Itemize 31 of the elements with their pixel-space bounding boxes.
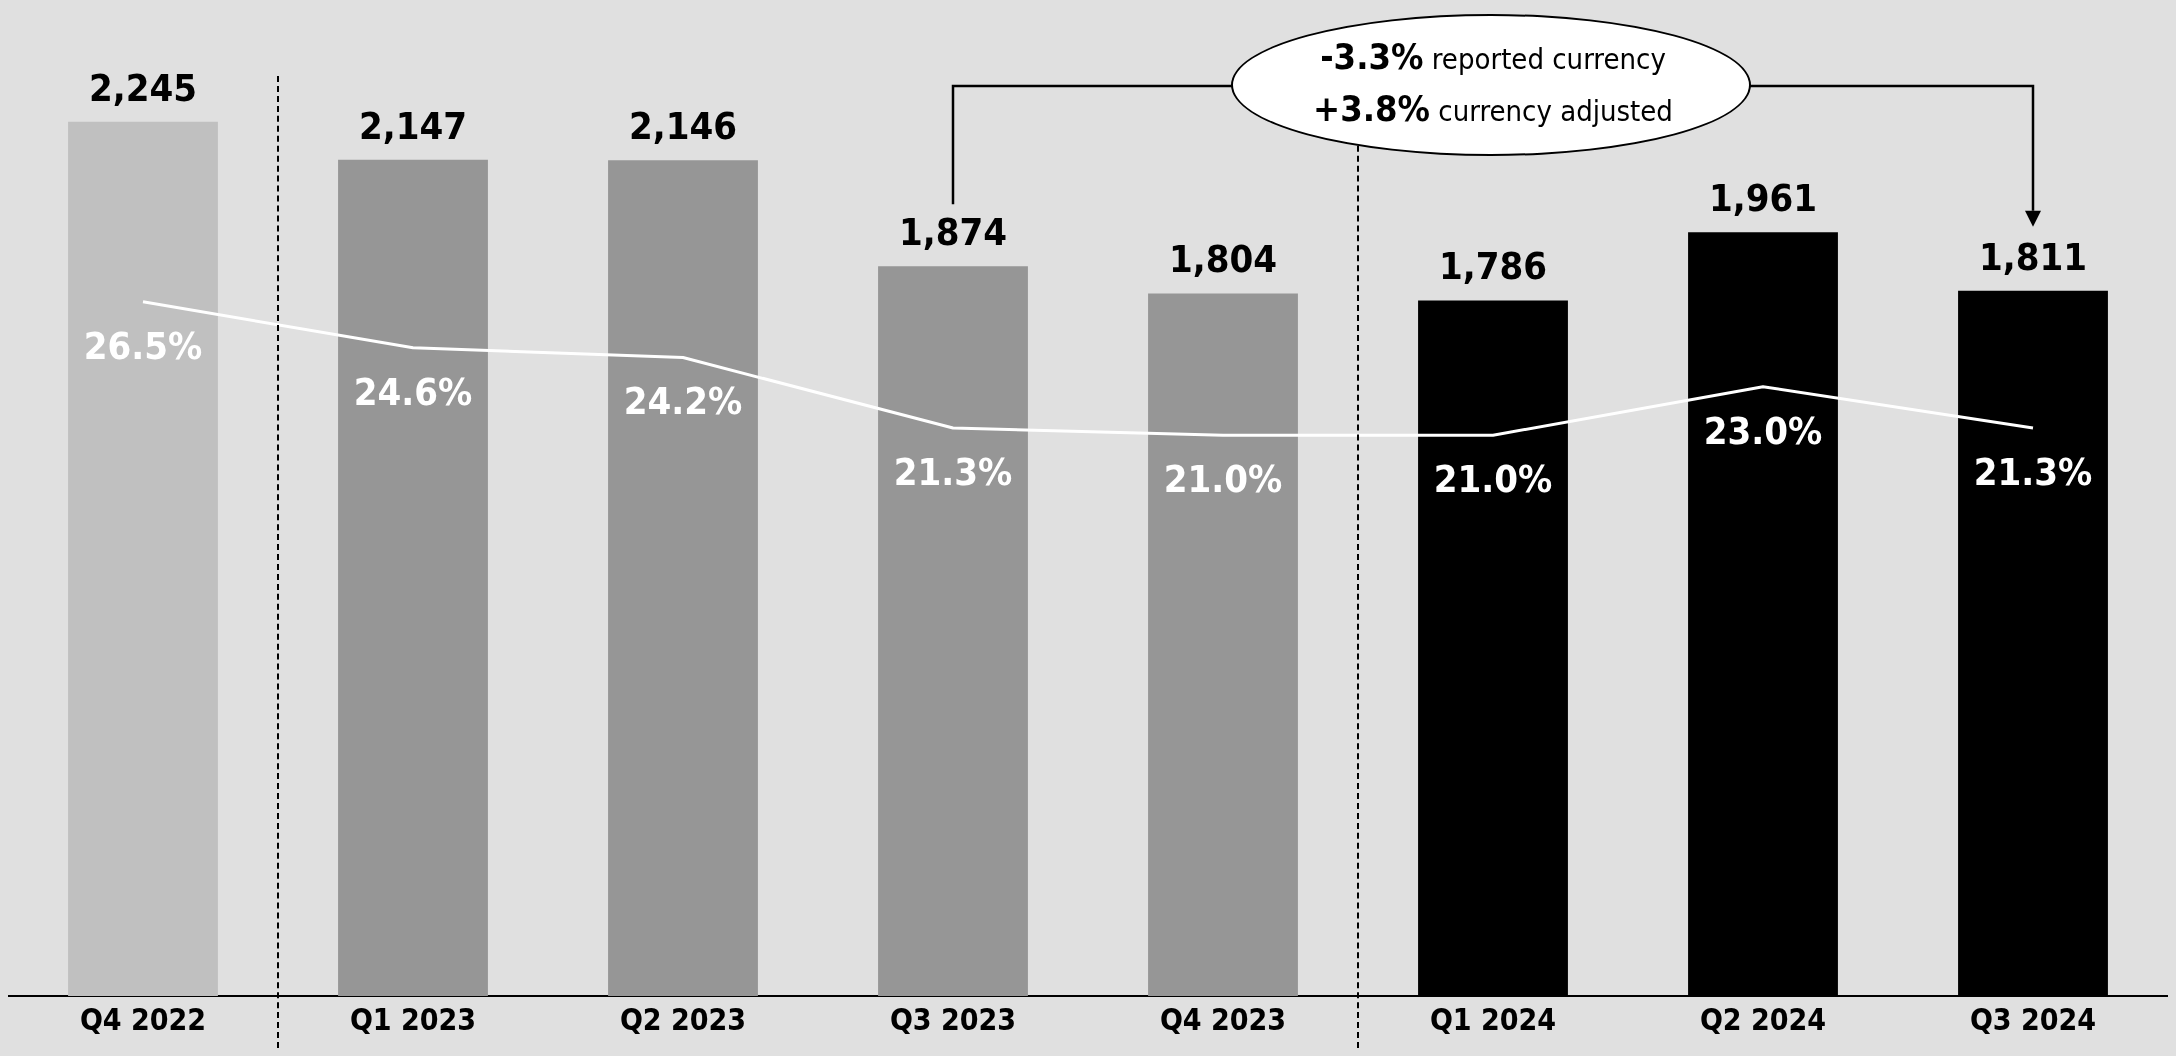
bar [1148, 293, 1298, 996]
x-tick-label: Q4 2023 [1159, 1001, 1287, 1037]
data-label: 1,786 [1438, 244, 1548, 289]
data-label: 21.0% [1433, 457, 1553, 502]
bar [68, 121, 218, 996]
data-label: 24.2% [623, 379, 743, 424]
x-tick-label: Q1 2024 [1429, 1001, 1557, 1037]
x-tick-label: Q2 2023 [619, 1001, 747, 1037]
data-label: 2,147 [358, 103, 468, 148]
data-label: 1,804 [1168, 237, 1278, 282]
x-tick-label: Q3 2023 [889, 1001, 1017, 1037]
annotation: +3.8% currency adjusted [1313, 88, 1673, 129]
x-tick-label: Q3 2024 [1969, 1001, 2097, 1037]
data-label: 21.3% [893, 449, 1013, 494]
data-label: 2,245 [88, 65, 198, 110]
text: -3.3% reported currency [1320, 36, 1666, 77]
data-label: 24.6% [353, 369, 473, 414]
data-label: 1,811 [1978, 234, 2088, 279]
data-label: 26.5% [83, 323, 203, 368]
data-label: 1,874 [898, 210, 1008, 255]
data-label: 2,146 [628, 104, 738, 149]
x-tick-label: Q2 2024 [1699, 1001, 1827, 1037]
data-label: 21.0% [1163, 457, 1283, 502]
bar [608, 160, 758, 996]
bar [878, 266, 1028, 996]
bar [338, 159, 488, 996]
data-label: 1,961 [1708, 176, 1818, 221]
data-label: 21.3% [1973, 449, 2093, 494]
x-tick-label: Q4 2022 [79, 1001, 207, 1037]
data-label: 23.0% [1703, 408, 1823, 453]
x-tick-label: Q1 2023 [349, 1001, 477, 1037]
